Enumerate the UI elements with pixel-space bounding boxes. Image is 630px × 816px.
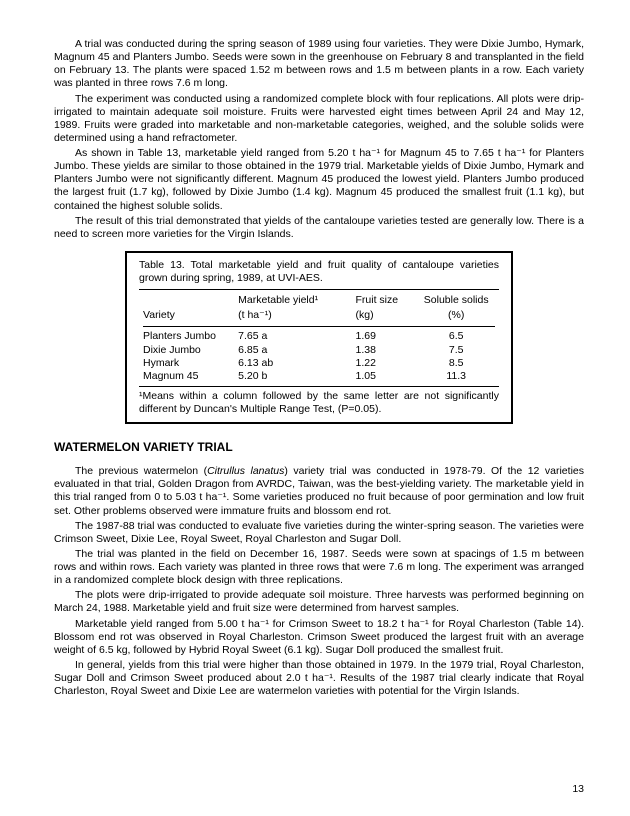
cell: 11.3 (413, 370, 499, 383)
cell: 6.85 a (234, 344, 337, 357)
text: The previous watermelon ( (75, 465, 207, 477)
cell: 1.05 (338, 370, 414, 383)
paragraph: Marketable yield ranged from 5.00 t ha⁻¹… (54, 618, 584, 657)
cell: 1.22 (338, 357, 414, 370)
page-number: 13 (572, 783, 584, 796)
col-header: (%) (413, 308, 499, 323)
table-row: Magnum 45 5.20 b 1.05 11.3 (139, 370, 499, 383)
table-note: ¹Means within a column followed by the s… (139, 390, 499, 416)
cell: 7.65 a (234, 330, 337, 343)
table-row: Dixie Jumbo 6.85 a 1.38 7.5 (139, 344, 499, 357)
table-rule (143, 326, 495, 327)
paragraph: In general, yields from this trial were … (54, 659, 584, 698)
col-header: Soluble solids (413, 293, 499, 308)
table-row: Hymark 6.13 ab 1.22 8.5 (139, 357, 499, 370)
cell: 5.20 b (234, 370, 337, 383)
cell: Hymark (139, 357, 234, 370)
paragraph: A trial was conducted during the spring … (54, 38, 584, 91)
paragraph: The trial was planted in the field on De… (54, 548, 584, 587)
cell: 1.69 (338, 330, 414, 343)
table-row: Planters Jumbo 7.65 a 1.69 6.5 (139, 330, 499, 343)
paragraph: The previous watermelon (Citrullus lanat… (54, 465, 584, 518)
paragraph: The result of this trial demonstrated th… (54, 215, 584, 241)
table-rule (139, 386, 499, 387)
col-header: Variety (139, 308, 234, 323)
col-header: (kg) (338, 308, 414, 323)
cell: Planters Jumbo (139, 330, 234, 343)
col-header: Fruit size (338, 293, 414, 308)
species-name: Citrullus lanatus (207, 465, 284, 477)
paragraph: The 1987-88 trial was conducted to evalu… (54, 520, 584, 546)
col-header: Marketable yield¹ (234, 293, 337, 308)
cell: 8.5 (413, 357, 499, 370)
cell: 1.38 (338, 344, 414, 357)
table-13: Table 13. Total marketable yield and fru… (125, 251, 513, 424)
col-header: (t ha⁻¹) (234, 308, 337, 323)
cell: 6.13 ab (234, 357, 337, 370)
paragraph: The experiment was conducted using a ran… (54, 93, 584, 146)
cell: Dixie Jumbo (139, 344, 234, 357)
col-header (139, 293, 234, 308)
section-heading: WATERMELON VARIETY TRIAL (54, 440, 584, 455)
table-body: Marketable yield¹ Fruit size Soluble sol… (139, 293, 499, 383)
paragraph: The plots were drip-irrigated to provide… (54, 589, 584, 615)
cell: Magnum 45 (139, 370, 234, 383)
table-caption: Table 13. Total marketable yield and fru… (139, 259, 499, 285)
cell: 7.5 (413, 344, 499, 357)
paragraph: As shown in Table 13, marketable yield r… (54, 147, 584, 213)
cell: 6.5 (413, 330, 499, 343)
table-rule (139, 289, 499, 290)
